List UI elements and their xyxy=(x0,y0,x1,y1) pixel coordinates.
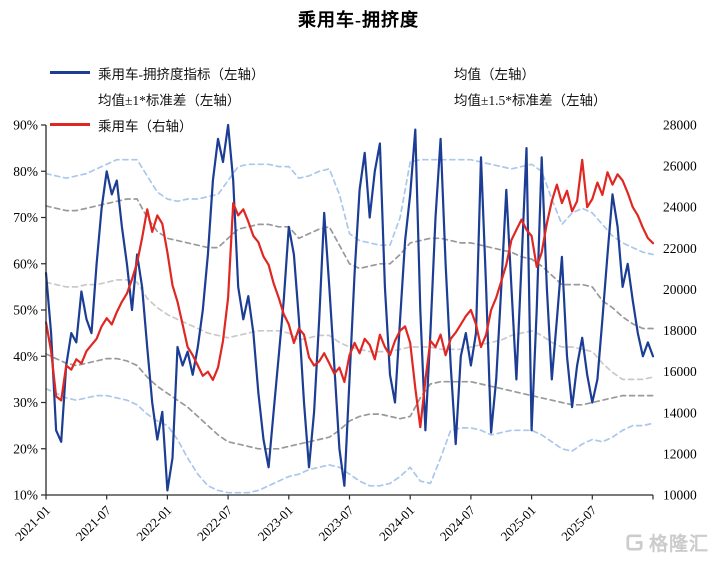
chart-legend: 乘用车-拥挤度指标（左轴） 均值（左轴） 均值±1*标准差（左轴） 均值±1.5*标准… xyxy=(50,62,695,135)
left-axis-label: 90% xyxy=(13,118,38,133)
left-axis-label: 30% xyxy=(13,395,38,410)
watermark-text: 格隆汇 xyxy=(648,534,709,555)
x-axis-label: 2023-01 xyxy=(255,503,296,544)
right-axis-label: 18000 xyxy=(663,323,697,338)
right-axis-label: 12000 xyxy=(663,446,697,461)
x-axis-label: 2024-01 xyxy=(376,503,417,544)
right-axis-label: 14000 xyxy=(663,405,697,420)
left-axis-label: 50% xyxy=(13,303,38,318)
x-axis-label: 2025-01 xyxy=(497,503,538,544)
legend-item-band15: 均值±1.5*标准差（左轴） xyxy=(406,88,695,109)
right-axis-label: 20000 xyxy=(663,282,697,297)
left-axis-label: 40% xyxy=(13,349,38,364)
legend-item-mean: 均值（左轴） xyxy=(406,62,695,83)
right-axis-label: 28000 xyxy=(663,118,697,133)
legend-item-indicator: 乘用车-拥挤度指标（左轴） xyxy=(50,62,406,83)
legend-label: 乘用车-拥挤度指标（左轴） xyxy=(98,66,265,82)
left-axis-label: 70% xyxy=(13,210,38,225)
legend-marker-indicator xyxy=(50,71,90,74)
series-mean xyxy=(45,279,654,381)
series-upper1 xyxy=(45,198,654,330)
series-indicator xyxy=(44,123,655,492)
x-axis-label: 2021-07 xyxy=(73,502,115,544)
right-axis-label: 10000 xyxy=(663,488,697,503)
legend-marker-vehicle xyxy=(50,123,90,126)
legend-label: 均值（左轴） xyxy=(454,66,535,82)
legend-item-vehicle: 乘用车（右轴） xyxy=(50,114,406,135)
gelonghui-logo-icon xyxy=(626,534,643,551)
series-vehicle xyxy=(44,158,655,429)
series-upper15 xyxy=(45,158,654,256)
x-axis-label: 2022-07 xyxy=(194,502,236,544)
x-axis-label: 2024-07 xyxy=(437,502,479,544)
legend-label: 均值±1.5*标准差（左轴） xyxy=(454,92,607,108)
x-axis-label: 2021-01 xyxy=(12,503,53,544)
series-lower1 xyxy=(45,353,654,450)
x-axis-label: 2025-07 xyxy=(558,502,600,544)
left-axis-label: 60% xyxy=(13,256,38,271)
watermark: 格隆汇 xyxy=(625,529,709,556)
x-axis-label: 2022-01 xyxy=(133,503,174,544)
left-axis-label: 10% xyxy=(13,488,38,503)
right-axis-label: 24000 xyxy=(663,200,697,215)
left-axis-label: 80% xyxy=(13,164,38,179)
legend-label: 乘用车（右轴） xyxy=(98,118,193,134)
x-axis-label: 2023-07 xyxy=(315,502,357,544)
right-axis-label: 26000 xyxy=(663,159,697,174)
right-axis-label: 16000 xyxy=(663,364,697,379)
chart-title: 乘用车-拥挤度 xyxy=(298,10,419,30)
legend-item-band1: 均值±1*标准差（左轴） xyxy=(50,88,406,109)
series-lower15 xyxy=(45,387,654,494)
legend-label: 均值±1*标准差（左轴） xyxy=(98,92,241,108)
left-axis-label: 20% xyxy=(13,441,38,456)
right-axis-label: 22000 xyxy=(663,241,697,256)
